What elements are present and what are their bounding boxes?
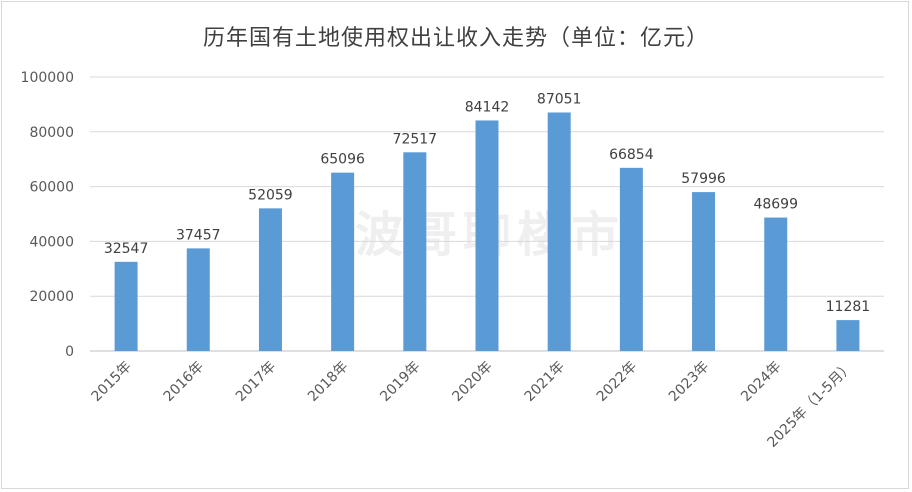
- data-label: 11281: [826, 299, 871, 315]
- data-label: 48699: [753, 197, 798, 213]
- x-tick-label: 2018年: [305, 359, 351, 405]
- x-tick-label: 2024年: [738, 359, 784, 405]
- x-tick-label: 2015年: [89, 359, 135, 405]
- chart-title: 历年国有土地使用权出让收入走势（单位：亿元）: [202, 26, 709, 51]
- data-label: 52059: [248, 187, 293, 203]
- bar: [331, 172, 355, 351]
- y-tick-label: 40000: [29, 234, 74, 250]
- x-tick-label: 2017年: [233, 359, 279, 405]
- y-tick-label: 100000: [21, 70, 74, 86]
- bar: [258, 208, 282, 351]
- x-tick-label: 2023年: [666, 359, 712, 405]
- x-tick-label: 2021年: [522, 359, 568, 405]
- bar: [547, 112, 571, 352]
- y-tick-label: 0: [65, 344, 74, 360]
- data-label: 87051: [537, 91, 582, 107]
- data-label: 32547: [104, 241, 149, 257]
- x-tick-label: 2016年: [161, 359, 207, 405]
- bar: [475, 120, 499, 351]
- y-tick-label: 80000: [29, 125, 74, 141]
- data-label: 65096: [320, 152, 365, 168]
- x-tick-label: 2019年: [377, 359, 423, 405]
- bar: [619, 167, 643, 351]
- data-label: 66854: [609, 147, 654, 163]
- bar: [186, 248, 210, 351]
- x-tick-label: 2022年: [594, 359, 640, 405]
- x-tick-label: 2020年: [449, 359, 495, 405]
- bar: [114, 261, 138, 351]
- y-tick-label: 60000: [29, 180, 74, 196]
- bar: [836, 320, 860, 351]
- bar: [764, 217, 788, 351]
- bar: [692, 192, 716, 351]
- data-label: 37457: [176, 227, 221, 243]
- data-label: 72517: [393, 131, 438, 147]
- data-label: 84142: [465, 99, 510, 115]
- data-label: 57996: [681, 171, 726, 187]
- y-tick-label: 20000: [29, 289, 74, 305]
- bar: [403, 152, 427, 351]
